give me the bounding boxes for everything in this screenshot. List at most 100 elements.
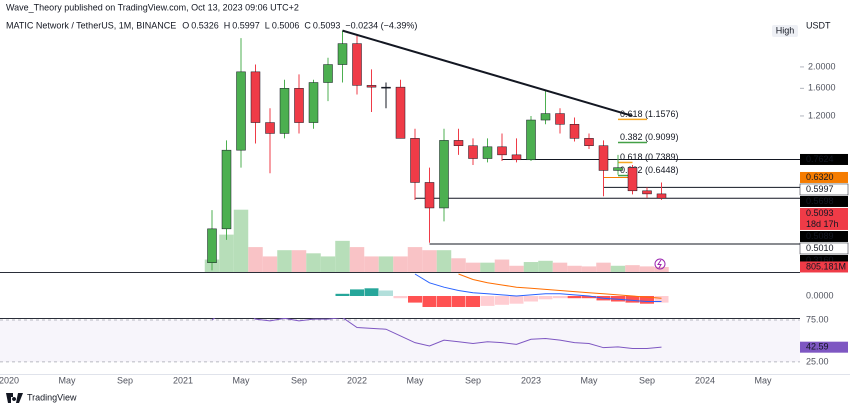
volume-bar (625, 265, 640, 272)
candle-body (555, 113, 565, 125)
macd-bar (538, 296, 553, 300)
volume-panel (204, 209, 669, 272)
x-tick-label: 2023 (521, 375, 541, 385)
footer-logo (6, 393, 23, 403)
macd-bar (582, 296, 596, 299)
candle-body (613, 167, 623, 171)
volume-bar (262, 256, 278, 272)
macd-bar (654, 296, 669, 303)
candle-body (410, 138, 420, 183)
x-tick-label: Sep (639, 375, 655, 385)
ohlc-key: C (304, 20, 311, 30)
x-tick-label: May (580, 375, 598, 385)
rsi-label-bg (800, 341, 848, 353)
candle-body (424, 182, 435, 209)
volume-bar (219, 234, 234, 272)
mode[interactable]: High (776, 25, 795, 35)
candle-body (250, 71, 261, 123)
price-label: 0.5698 (806, 196, 834, 206)
x-tick-label: 2022 (347, 375, 367, 385)
candle-body (352, 43, 362, 86)
candle-body (265, 122, 275, 134)
candle-body (308, 82, 319, 123)
candle-body (482, 146, 493, 159)
currency: USDT (806, 20, 831, 30)
ohlc-key: O (182, 20, 189, 30)
macd-bar (350, 289, 364, 296)
volume-label-bg (800, 261, 848, 273)
macd-bar (625, 296, 640, 303)
candle-body (584, 138, 594, 146)
rsi-band (0, 320, 800, 362)
y-tick-label: 1.2000 (808, 110, 836, 120)
trendline (342, 29, 633, 117)
macd-bar (335, 293, 350, 296)
signal-line (458, 273, 662, 299)
macd-bar (509, 296, 524, 304)
candle-body (294, 88, 304, 123)
macd-bar (553, 296, 567, 299)
volume-bar (393, 256, 408, 272)
volume-bar (349, 247, 365, 272)
rsi-panel (0, 318, 800, 363)
candle-body (511, 154, 522, 161)
candle-body (656, 193, 667, 199)
ohlc-value: 0.5006 (272, 20, 300, 30)
x-tick-label: 2020 (0, 375, 19, 385)
ohlc-key: L (265, 20, 270, 30)
price-label: 0.5093 (806, 208, 834, 218)
macd-bar (393, 296, 408, 299)
volume-bar (538, 260, 553, 272)
candle-body (569, 124, 580, 139)
event-icon[interactable] (654, 258, 666, 270)
macd-bar (524, 296, 538, 302)
volume-bar (364, 256, 379, 272)
price-label-bg (799, 242, 849, 255)
x-tick-label: Sep (291, 375, 307, 385)
candle-body (323, 64, 333, 83)
x-tick-label: May (406, 375, 424, 385)
price-panel: 0.618 (1.1576) 0.382 (0.9099) 0.618 (0.738… (207, 29, 800, 271)
volume-bar (407, 247, 423, 272)
macd-tick-label: 0.0000 (806, 290, 834, 300)
volume-bar (291, 250, 307, 272)
volume-bar (523, 262, 539, 272)
candle-body (279, 88, 290, 134)
volume-bar (494, 259, 510, 272)
symbol: MATIC Network / TetherUS, 1M, BINANCE (6, 20, 176, 30)
price-label-bg (800, 171, 848, 183)
price-label: 0.5997 (806, 184, 834, 194)
volume-bar (306, 253, 321, 272)
footer-brand: TradingView (27, 392, 77, 402)
rsi-label: 42.59 (806, 342, 829, 352)
macd-bar (379, 290, 393, 296)
macd-bar (480, 296, 495, 306)
price-label-bg (800, 254, 848, 266)
volume-bar (581, 266, 597, 272)
volume-bar (552, 262, 568, 272)
candle-body (236, 71, 246, 151)
candle-body (366, 85, 377, 88)
volume-label: 805.181M (806, 261, 846, 271)
volume-bar (480, 262, 495, 272)
volume-bar (436, 250, 452, 272)
macd-bar (364, 288, 379, 296)
price-label: 0.3160 (806, 255, 834, 265)
volume-bar (233, 209, 249, 272)
candle-body (627, 167, 638, 192)
macd-panel (335, 273, 669, 307)
macd-bar (567, 296, 582, 299)
price-label-bg (800, 207, 848, 230)
candle-body (337, 43, 348, 65)
candle-body (468, 145, 478, 159)
volume-bar (465, 262, 481, 272)
volume-bar (320, 256, 336, 272)
mode-badge[interactable] (772, 25, 798, 37)
macd-bar (466, 296, 480, 307)
price-label: 0.6320 (806, 172, 834, 182)
x-tick-label: May (754, 375, 772, 385)
x-tick-label: 2024 (695, 375, 715, 385)
price-label-bg (799, 183, 849, 196)
macd-bar (451, 296, 466, 307)
